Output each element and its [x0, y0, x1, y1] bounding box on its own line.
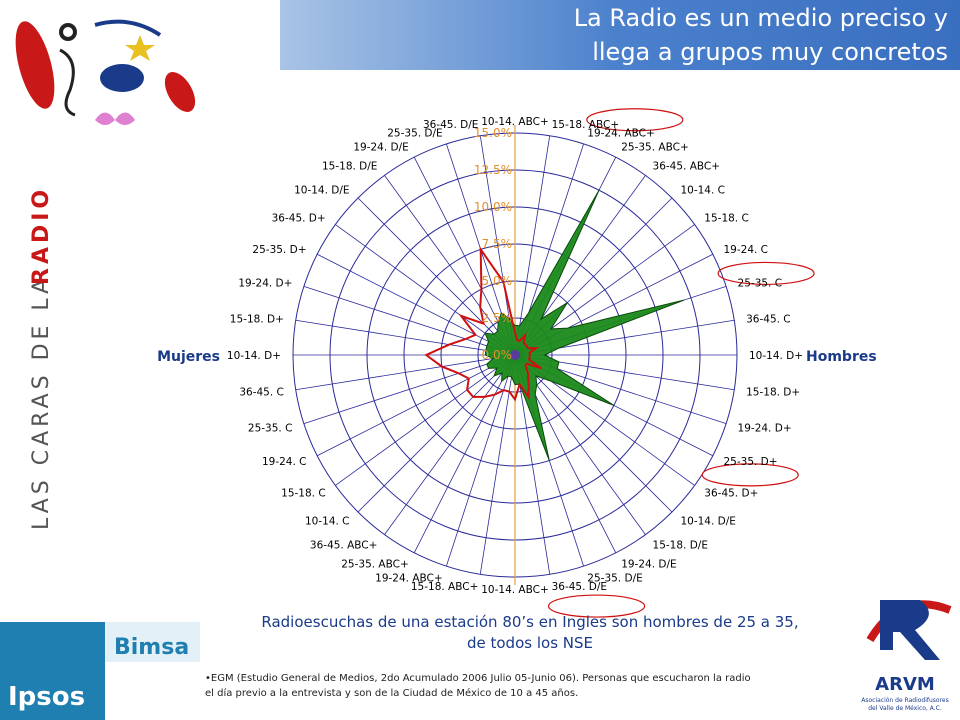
category-label: 10-14. C — [305, 515, 350, 527]
spoke — [446, 354, 516, 567]
logo-art — [15, 19, 196, 125]
category-label: 25-35. ABC+ — [621, 142, 689, 154]
category-label: 19-24. C — [262, 456, 307, 468]
category-label: 25-35. D/E — [387, 127, 442, 139]
spoke — [357, 197, 516, 356]
spoke — [303, 354, 516, 424]
spoke — [317, 354, 516, 457]
category-label: 36-45. C — [239, 387, 284, 399]
category-label: 10-14. C — [680, 185, 725, 197]
y-tick-label: 0.0% — [482, 348, 513, 362]
category-label: 10-14. ABC+ — [481, 116, 549, 128]
side-title: LAS CARAS DE LA RADIO — [29, 186, 54, 530]
category-label: 10-14. D+ — [749, 350, 803, 362]
side-text: LAS CARAS DE LA — [29, 275, 54, 530]
spoke — [317, 253, 516, 356]
spoke — [295, 354, 516, 391]
category-label: 25-35. D+ — [723, 456, 777, 468]
spoke — [303, 286, 516, 356]
category-label: 19-24. D/E — [621, 558, 676, 570]
radar-area — [484, 189, 685, 461]
spoke — [514, 354, 551, 575]
category-label: 15-18. D/E — [653, 539, 708, 551]
spoke — [335, 354, 516, 486]
category-label: 36-45. ABC+ — [310, 539, 378, 551]
category-label: 15-18. C — [704, 212, 749, 224]
spoke — [357, 354, 516, 513]
spoke — [295, 319, 516, 356]
bimsa-box — [105, 622, 200, 662]
category-label: 19-24. C — [723, 244, 768, 256]
category-label: 15-18. D+ — [746, 387, 800, 399]
category-label: 36-45. D/E — [552, 581, 607, 593]
category-label: 36-45. C — [746, 313, 791, 325]
highlight-ring — [717, 261, 815, 286]
category-label: 10-14. D+ — [227, 350, 281, 362]
spoke — [514, 354, 673, 513]
category-label: 19-24. D+ — [238, 278, 292, 290]
highlight-ring — [701, 463, 799, 487]
spoke — [384, 354, 516, 535]
arvm-sub: Asociación de Radiodifusores — [861, 697, 949, 704]
category-label: 15-18. D/E — [322, 161, 377, 173]
radar-chart: 0.0%2.5%5.0%7.5%10.0%12.5%15.0%10-14. AB… — [157, 108, 877, 618]
category-label: 25-35. D+ — [252, 244, 306, 256]
category-label: 15-18. ABC+ — [411, 581, 479, 593]
category-label: 10-14. D/E — [294, 185, 349, 197]
category-label: 15-18. D+ — [230, 313, 284, 325]
side-label: Hombres — [806, 349, 877, 365]
arvm-logo: ARVM Asociación de Radiodifusores del Va… — [861, 600, 952, 712]
highlight-ring — [547, 594, 646, 618]
category-label: 36-45. D+ — [272, 212, 326, 224]
arvm-text: ARVM — [875, 674, 935, 695]
center-dot — [510, 350, 520, 360]
footnote: •EGM (Estudio General de Medios, 2do Acu… — [205, 673, 751, 684]
footnote: el día previo a la entrevista y son de l… — [205, 687, 578, 699]
category-label: 25-35. D/E — [587, 573, 642, 585]
y-tick-label: 12.5% — [474, 163, 512, 177]
category-label: 36-45. ABC+ — [653, 161, 721, 173]
category-label: 25-35. C — [738, 278, 783, 290]
title-line: La Radio es un medio preciso y — [574, 4, 948, 32]
category-label: 19-24. ABC+ — [587, 127, 655, 139]
y-tick-label: 2.5% — [482, 311, 513, 325]
category-label: 25-35. ABC+ — [341, 558, 409, 570]
category-label: 19-24. ABC+ — [375, 573, 443, 585]
category-label: 36-45. D/E — [423, 119, 478, 131]
category-label: 19-24. D+ — [738, 422, 792, 434]
radar-line — [424, 246, 542, 402]
caption: Radioescuchas de una estación 80’s en In… — [261, 613, 798, 631]
caption: de todos los NSE — [467, 634, 593, 652]
category-label: 19-24. D/E — [353, 142, 408, 154]
y-tick-label: 10.0% — [474, 200, 512, 214]
category-label: 25-35. C — [248, 422, 293, 434]
category-label: 10-14. D/E — [680, 515, 735, 527]
spoke — [413, 354, 516, 553]
category-label: 36-45. D+ — [704, 488, 758, 500]
ipsos-logo — [0, 622, 105, 720]
y-tick-label: 7.5% — [482, 237, 513, 251]
category-label: 15-18. C — [281, 488, 326, 500]
category-label: 15-18. ABC+ — [552, 119, 620, 131]
side-label: Mujeres — [157, 349, 220, 365]
y-tick-label: 5.0% — [482, 274, 513, 288]
highlight-ring — [586, 108, 684, 132]
y-tick-label: 15.0% — [474, 126, 512, 140]
spoke — [384, 175, 516, 356]
spoke — [514, 135, 551, 356]
arvm-sub: del Valle de México, A.C. — [868, 705, 942, 712]
bimsa-text: Bimsa — [114, 635, 189, 660]
ipsos-text: Ipsos — [8, 682, 85, 712]
title-line: llega a grupos muy concretos — [592, 38, 948, 66]
side-text-accent: RADIO — [29, 186, 54, 285]
title-bar — [280, 0, 960, 70]
category-label: 10-14. ABC+ — [481, 584, 549, 596]
